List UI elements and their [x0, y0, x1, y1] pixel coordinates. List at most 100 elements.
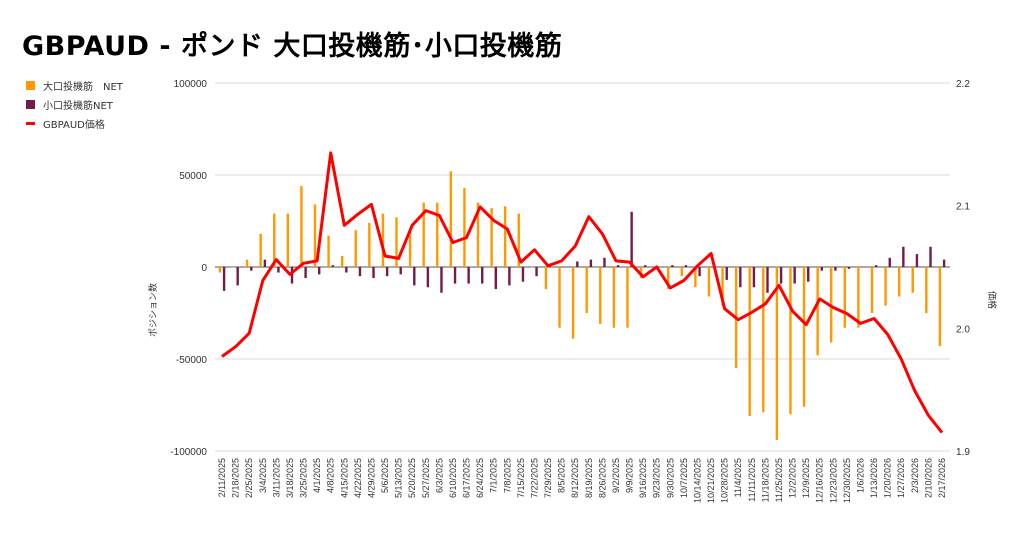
legend-swatch-red-line — [26, 122, 35, 125]
x-tick-label: 4/8/2025 — [326, 458, 336, 493]
bar-small-spec — [874, 265, 878, 267]
bar-large-spec — [232, 267, 235, 268]
legend: 大口投機筋 NET 小口投機筋NET GBPAUD価格 — [26, 76, 123, 133]
x-tick-label: 8/26/2025 — [597, 458, 607, 498]
bar-small-spec — [779, 267, 783, 284]
bar-small-spec — [671, 265, 674, 267]
bar-small-spec — [385, 267, 389, 277]
bar-small-spec — [372, 267, 375, 279]
bar-small-spec — [888, 257, 891, 267]
y2-tick-label: 2.2 — [956, 79, 970, 90]
legend-swatch-orange — [26, 81, 35, 90]
bar-large-spec — [259, 233, 262, 267]
bar-large-spec — [667, 267, 670, 290]
bar-large-spec — [218, 267, 222, 273]
x-tick-label: 4/22/2025 — [353, 458, 363, 498]
bar-large-spec — [531, 267, 534, 268]
bar-large-spec — [599, 267, 602, 325]
bar-large-spec — [544, 267, 548, 290]
x-tick-label: 8/19/2025 — [584, 458, 594, 498]
x-tick-label: 10/14/2025 — [692, 458, 702, 503]
bar-small-spec — [345, 267, 348, 273]
bar-small-spec — [263, 259, 267, 267]
x-tick-label: 12/23/2025 — [828, 458, 838, 503]
x-tick-label: 10/21/2025 — [706, 458, 716, 503]
y2-tick-label: 1.9 — [956, 447, 970, 458]
bar-small-spec — [426, 267, 430, 288]
bar-small-spec — [739, 267, 742, 288]
bar-small-spec — [521, 267, 525, 282]
bar-small-spec — [399, 267, 402, 275]
bar-large-spec — [395, 217, 398, 267]
bar-large-spec — [612, 267, 616, 328]
bar-large-spec — [300, 186, 303, 267]
bar-small-spec — [576, 261, 579, 267]
x-tick-label: 7/8/2025 — [502, 458, 512, 493]
bar-small-spec — [317, 267, 321, 275]
bar-small-spec — [820, 267, 824, 271]
bar-small-spec — [929, 246, 932, 267]
bar-small-spec — [494, 267, 497, 290]
bar-large-spec — [273, 213, 276, 267]
y-tick-label: 100000 — [174, 79, 208, 90]
bar-small-spec — [807, 267, 810, 282]
x-tick-label: 12/16/2025 — [815, 458, 825, 503]
x-tick-label: 11/25/2025 — [774, 458, 784, 502]
bar-large-spec — [490, 208, 493, 267]
x-tick-label: 6/3/2025 — [434, 458, 444, 493]
x-tick-label: 11/4/2025 — [733, 458, 743, 497]
x-tick-label: 9/23/2025 — [652, 458, 662, 498]
bar-small-spec — [902, 246, 905, 267]
bar-large-spec — [571, 267, 575, 339]
bar-large-spec — [721, 267, 724, 306]
bar-large-spec — [816, 267, 819, 356]
x-tick-label: 10/28/2025 — [720, 458, 730, 503]
bar-large-spec — [925, 267, 928, 313]
bar-small-spec — [440, 267, 443, 293]
x-tick-label: 7/15/2025 — [516, 458, 526, 498]
x-tick-label: 9/9/2025 — [625, 458, 635, 493]
bar-small-spec — [277, 267, 280, 273]
x-tick-label: 5/6/2025 — [380, 458, 390, 493]
x-tick-label: 1/6/2026 — [855, 458, 865, 493]
bar-large-spec — [694, 267, 697, 288]
legend-label: 大口投機筋 NET — [43, 82, 123, 93]
bar-small-spec — [834, 267, 837, 271]
x-tick-label: 8/12/2025 — [570, 458, 580, 498]
x-tick-label: 9/2/2025 — [611, 458, 621, 493]
bar-small-spec — [453, 267, 457, 284]
bar-large-spec — [245, 259, 249, 267]
x-tick-label: 3/4/2025 — [258, 458, 268, 493]
x-tick-label: 9/30/2025 — [665, 458, 675, 498]
x-tick-label: 9/16/2025 — [638, 458, 648, 498]
y-axis-title: ポジション数 — [147, 283, 158, 337]
bar-small-spec — [548, 267, 552, 268]
bar-small-spec — [562, 267, 565, 268]
bar-small-spec — [644, 265, 647, 267]
bar-small-spec — [535, 267, 538, 277]
bar-large-spec — [707, 267, 711, 297]
bar-small-spec — [630, 211, 633, 267]
bar-large-spec — [775, 267, 779, 440]
bar-small-spec — [236, 267, 239, 286]
y2-tick-label: 2.0 — [956, 324, 970, 335]
y-tick-label: 0 — [201, 263, 207, 274]
x-tick-label: 4/29/2025 — [366, 458, 376, 498]
bar-small-spec — [752, 267, 756, 288]
x-tick-label: 4/1/2025 — [312, 458, 322, 493]
x-tick-label: 2/17/2026 — [937, 458, 947, 498]
x-tick-label: 2/3/2026 — [910, 458, 920, 493]
bar-large-spec — [449, 171, 453, 267]
x-tick-label: 10/7/2025 — [679, 458, 689, 498]
x-tick-label: 5/20/2025 — [407, 458, 417, 498]
bar-large-spec — [857, 267, 860, 328]
x-tick-label: 2/18/2025 — [231, 458, 241, 498]
x-tick-label: 11/11/2025 — [747, 458, 757, 502]
bar-large-spec — [762, 267, 765, 413]
bar-small-spec — [481, 267, 484, 284]
x-tick-label: 12/30/2025 — [842, 458, 852, 503]
bar-small-spec — [942, 259, 946, 267]
bar-large-spec — [789, 267, 792, 415]
x-tick-label: 6/17/2025 — [462, 458, 472, 498]
x-tick-label: 3/18/2025 — [285, 458, 295, 498]
